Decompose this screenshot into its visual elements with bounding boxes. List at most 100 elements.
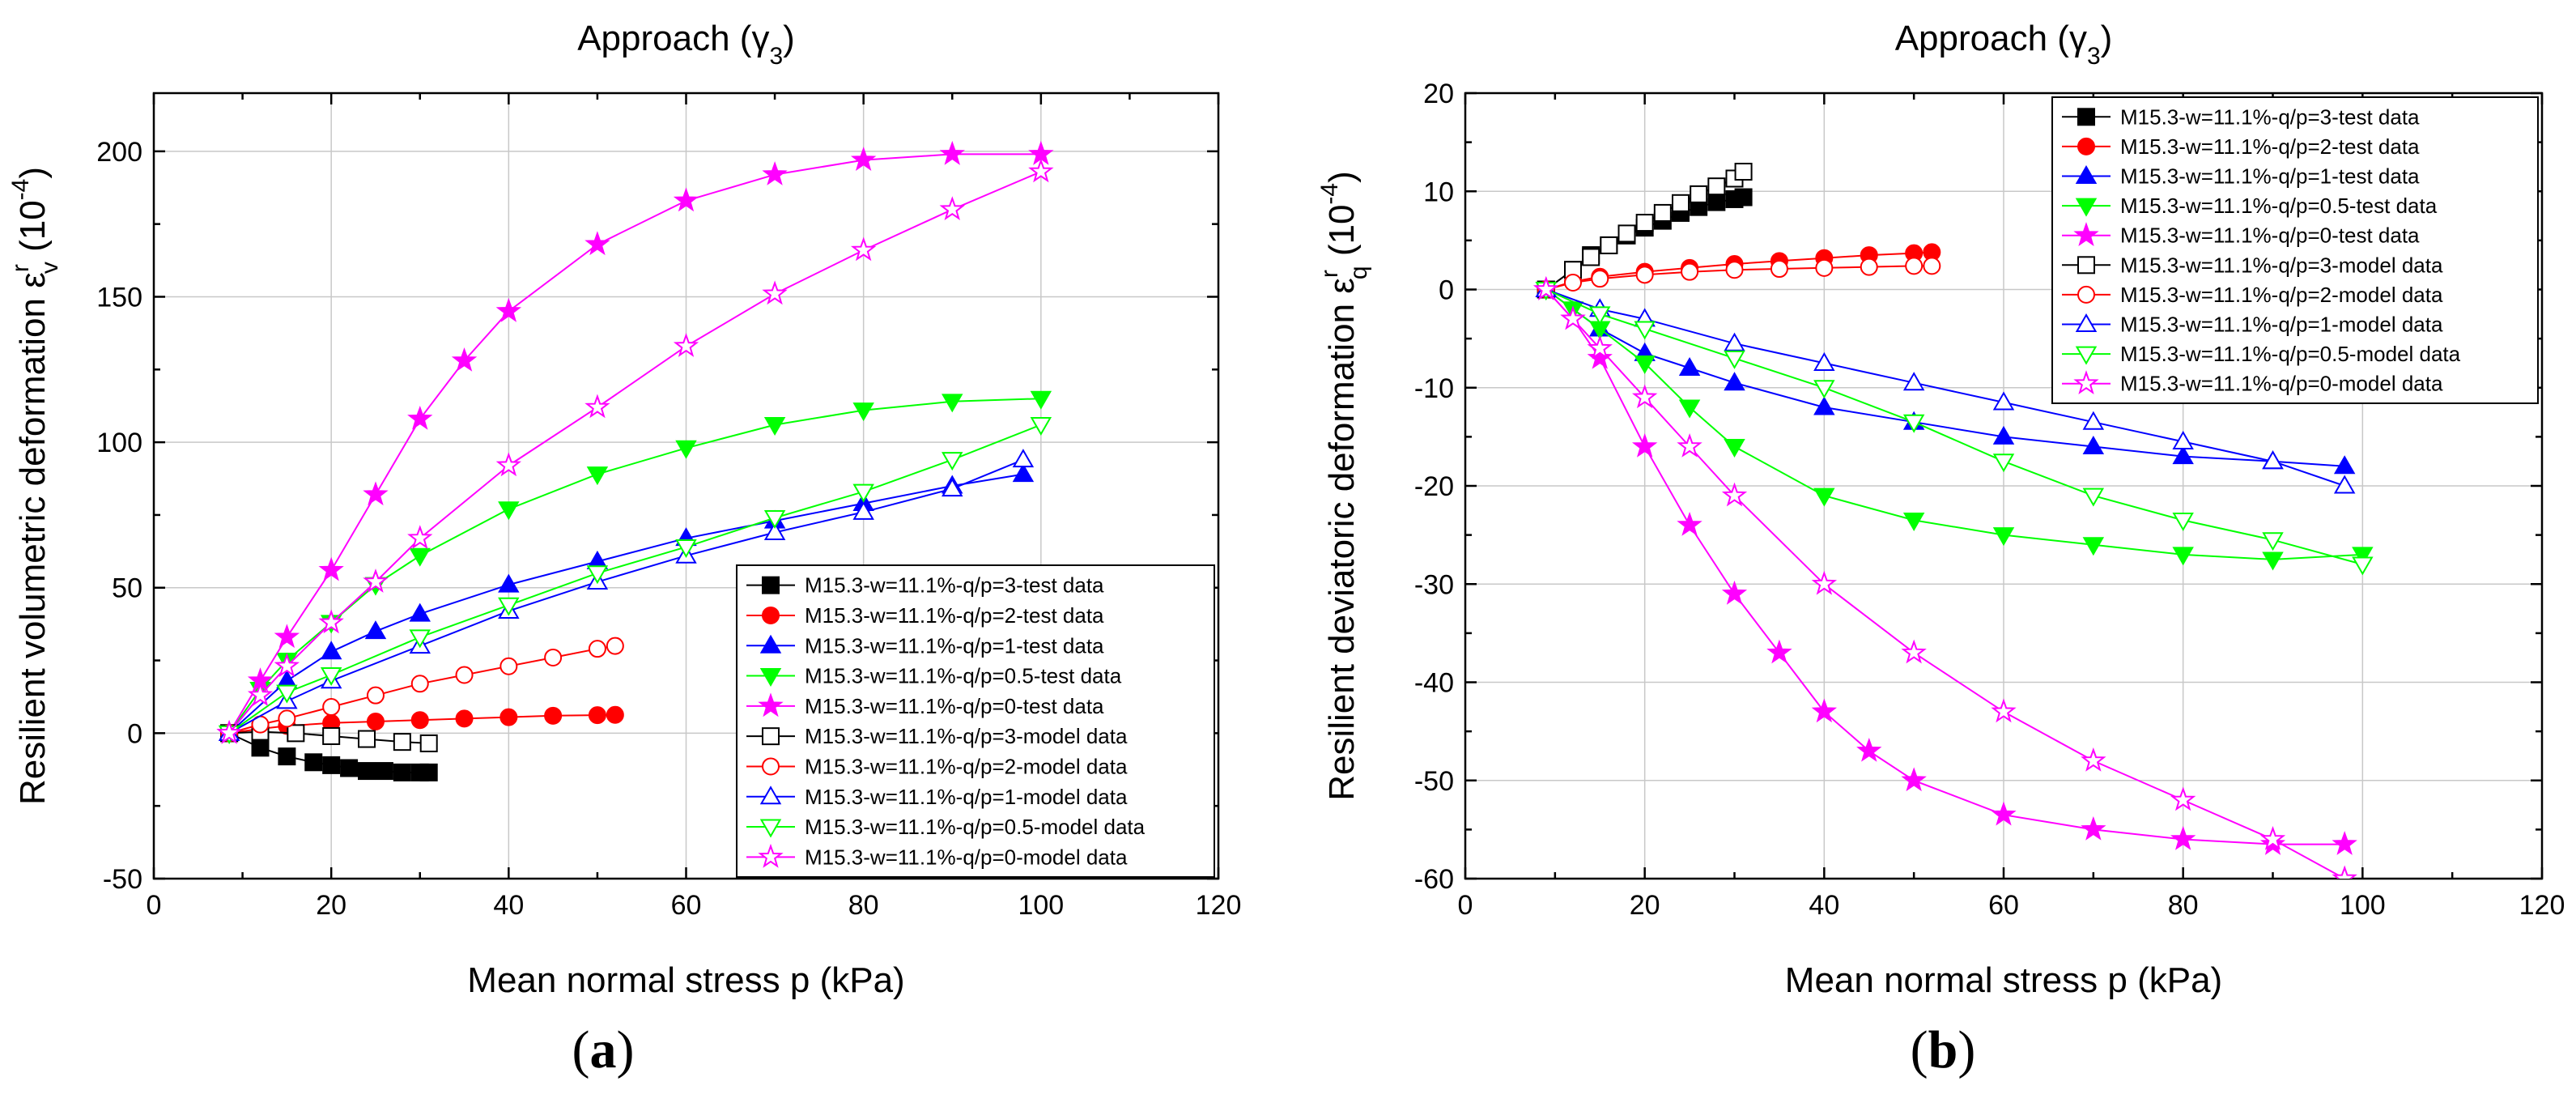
y-axis-label: Resilient volumetric deformation εr v (10… bbox=[7, 167, 63, 805]
ylabel-subscript: v bbox=[36, 262, 63, 274]
data-point bbox=[675, 539, 697, 558]
legend-marker bbox=[2077, 285, 2095, 304]
title-subscript: 3 bbox=[2087, 43, 2101, 70]
data-point bbox=[495, 297, 522, 322]
legend-label: M15.3-w=11.1%-q/p=1-model data bbox=[2120, 313, 2443, 337]
ylabel-unit-close: ) bbox=[13, 167, 53, 179]
data-point bbox=[2259, 825, 2286, 850]
data-point bbox=[1811, 570, 1838, 595]
legend-item: M15.3-w=11.1%-q/p=0.5-model data bbox=[746, 815, 1146, 839]
data-point bbox=[1902, 372, 1925, 391]
data-point bbox=[318, 556, 344, 581]
data-point bbox=[850, 147, 877, 172]
chart-title: Approach (γ3) bbox=[577, 19, 795, 70]
data-point bbox=[358, 762, 376, 781]
title-text: Approach ( bbox=[577, 19, 752, 58]
y-tick-label: 100 bbox=[96, 428, 142, 458]
data-point bbox=[1677, 432, 1702, 458]
legend-item: M15.3-w=11.1%-q/p=3-test data bbox=[2062, 104, 2420, 129]
data-point bbox=[1533, 276, 1559, 300]
legend-item: M15.3-w=11.1%-q/p=1-model data bbox=[746, 785, 1128, 809]
legend-item: M15.3-w=11.1%-q/p=0.5-test data bbox=[746, 664, 1122, 688]
data-point bbox=[2082, 435, 2105, 454]
data-point bbox=[763, 417, 786, 436]
data-point bbox=[586, 565, 609, 585]
data-point bbox=[1030, 390, 1052, 410]
data-point bbox=[2172, 430, 2194, 449]
x-tick-label: 40 bbox=[1809, 890, 1839, 921]
data-point bbox=[1635, 266, 1654, 284]
legend-label: M15.3-w=11.1%-q/p=0-model data bbox=[805, 845, 1128, 869]
data-point bbox=[2332, 831, 2357, 855]
data-point bbox=[1653, 203, 1672, 222]
data-point bbox=[939, 196, 965, 221]
data-point bbox=[2172, 445, 2194, 465]
legend-item: M15.3-w=11.1%-q/p=0.5-test data bbox=[2062, 194, 2438, 218]
data-point bbox=[852, 483, 874, 503]
legend-box bbox=[736, 564, 1215, 878]
data-point bbox=[763, 510, 786, 530]
data-point bbox=[274, 624, 300, 649]
legend-item: M15.3-w=11.1%-q/p=3-test data bbox=[746, 573, 1104, 598]
ylabel-unit: (10 bbox=[13, 200, 53, 262]
data-point bbox=[1707, 193, 1726, 211]
y-tick-label: 200 bbox=[96, 137, 142, 168]
data-point bbox=[1030, 417, 1052, 436]
data-point bbox=[763, 521, 786, 540]
legend-label: M15.3-w=11.1%-q/p=3-test data bbox=[805, 573, 1104, 598]
data-point bbox=[498, 501, 520, 521]
x-tick-label: 20 bbox=[316, 890, 346, 921]
panel-paren: ( bbox=[1911, 1020, 1928, 1079]
data-point bbox=[1991, 801, 2017, 826]
data-point bbox=[942, 478, 963, 497]
legend-label: M15.3-w=11.1%-q/p=0.5-model data bbox=[805, 815, 1146, 839]
y-tick-label: -40 bbox=[1414, 668, 1454, 699]
data-point bbox=[1582, 248, 1600, 266]
legend-label: M15.3-w=11.1%-q/p=0.5-test data bbox=[2120, 194, 2438, 218]
data-point bbox=[1725, 261, 1744, 279]
legend-item: M15.3-w=11.1%-q/p=3-model data bbox=[2062, 253, 2443, 277]
panel-label: (b) bbox=[1911, 1020, 1976, 1079]
data-point bbox=[393, 763, 411, 781]
data-point bbox=[364, 620, 387, 640]
data-point bbox=[499, 657, 518, 675]
data-point bbox=[2333, 475, 2356, 494]
series-0 bbox=[220, 724, 438, 781]
data-point bbox=[2082, 411, 2105, 430]
y-tick-label: -60 bbox=[1414, 864, 1454, 895]
data-point bbox=[1589, 306, 1611, 326]
legend-item: M15.3-w=11.1%-q/p=2-model data bbox=[2062, 283, 2443, 307]
data-point bbox=[320, 641, 342, 660]
data-point bbox=[366, 713, 385, 730]
data-point bbox=[318, 609, 344, 634]
title-text: ) bbox=[2101, 19, 2113, 58]
data-point bbox=[1681, 262, 1699, 281]
x-tick-label: 0 bbox=[147, 890, 162, 921]
data-point bbox=[942, 452, 963, 471]
data-point bbox=[606, 637, 624, 655]
title-symbol: γ bbox=[751, 19, 769, 58]
data-point bbox=[499, 708, 518, 726]
title-text: Approach ( bbox=[1895, 19, 2070, 58]
x-tick-label: 100 bbox=[2340, 890, 2386, 921]
y-tick-label: 20 bbox=[1423, 79, 1454, 109]
x-tick-label: 120 bbox=[1196, 890, 1242, 921]
data-point bbox=[939, 140, 965, 165]
data-point bbox=[358, 730, 376, 748]
data-point bbox=[850, 236, 877, 262]
data-point bbox=[1724, 439, 1745, 458]
data-point bbox=[410, 711, 429, 730]
data-point bbox=[1721, 482, 1748, 507]
legend-marker bbox=[2073, 222, 2099, 247]
y-tick-label: -50 bbox=[1414, 766, 1454, 797]
legend-label: M15.3-w=11.1%-q/p=0-test data bbox=[805, 694, 1104, 718]
data-point bbox=[1734, 163, 1753, 181]
data-point bbox=[1635, 214, 1654, 232]
data-point bbox=[375, 762, 393, 781]
legend-marker bbox=[2075, 313, 2098, 332]
legend-marker bbox=[2077, 108, 2095, 126]
data-point bbox=[1902, 512, 1925, 531]
data-point bbox=[1587, 344, 1613, 369]
legend-label: M15.3-w=11.1%-q/p=0.5-model data bbox=[2120, 342, 2461, 366]
